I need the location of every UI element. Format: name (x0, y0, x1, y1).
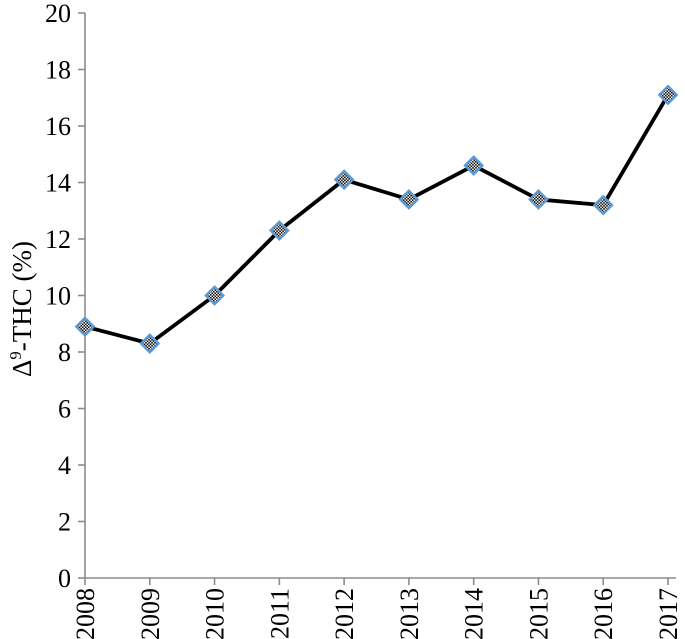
y-tick-label: 6 (58, 395, 71, 424)
x-tick-label: 2014 (460, 588, 489, 639)
data-point-marker (204, 285, 225, 306)
x-tick-label: 2008 (71, 588, 100, 639)
x-tick-label: 2017 (654, 588, 683, 639)
y-axis-title-superscript: 9 (6, 351, 25, 360)
data-point-marker (463, 155, 485, 176)
x-tick-label: 2013 (395, 588, 424, 639)
y-axis-title-base: Δ (7, 359, 37, 377)
data-point-marker (528, 189, 549, 210)
data-point-marker (398, 189, 420, 210)
x-tick-label: 2016 (589, 588, 618, 639)
y-tick-label: 12 (45, 225, 71, 254)
y-tick-label: 4 (58, 451, 71, 480)
y-axis-title: Δ9-THC (%) (5, 159, 39, 459)
data-point-marker (74, 316, 96, 338)
y-tick-label: 0 (58, 564, 71, 593)
y-tick-label: 18 (45, 56, 71, 85)
x-tick-label: 2012 (330, 588, 359, 639)
data-point-marker (139, 333, 161, 354)
y-axis-title-rest: -THC (%) (7, 241, 37, 352)
data-point-marker (657, 84, 679, 106)
y-tick-label: 16 (45, 112, 71, 141)
y-tick-label: 10 (45, 282, 71, 311)
x-tick-label: 2010 (201, 588, 230, 639)
data-point-marker (592, 194, 614, 216)
data-point-marker (333, 169, 355, 191)
y-tick-label: 20 (45, 0, 71, 28)
x-tick-label: 2009 (136, 588, 165, 639)
data-line (83, 93, 670, 346)
y-tick-label: 14 (45, 169, 71, 198)
x-tick-label: 2011 (265, 588, 294, 639)
data-point-marker (268, 220, 290, 241)
y-tick-label: 8 (58, 338, 71, 367)
y-tick-label: 2 (58, 508, 71, 537)
x-tick-label: 2015 (524, 588, 553, 639)
